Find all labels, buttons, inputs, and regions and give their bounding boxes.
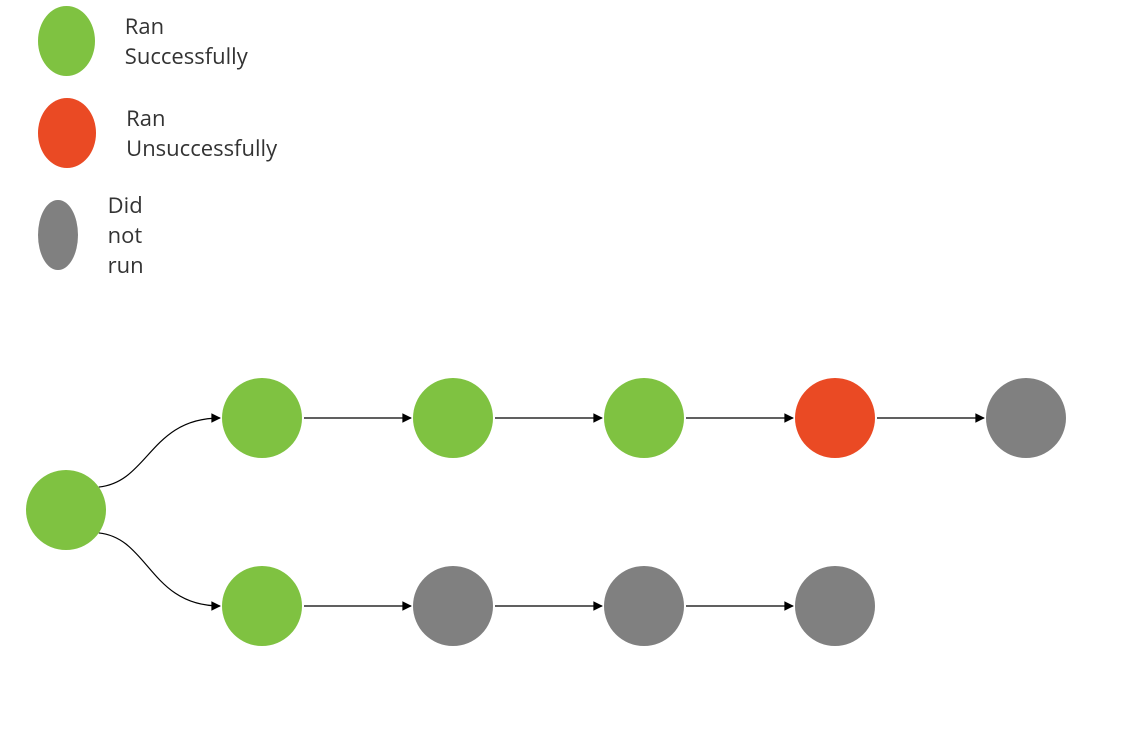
node-t1 — [222, 378, 302, 458]
node-t3 — [604, 378, 684, 458]
node-b3 — [604, 566, 684, 646]
node-t4 — [795, 378, 875, 458]
node-t2 — [413, 378, 493, 458]
node-b1 — [222, 566, 302, 646]
edge-root-t1 — [99, 418, 220, 487]
node-b4 — [795, 566, 875, 646]
edge-root-b1 — [99, 533, 220, 606]
flow-diagram — [0, 0, 1144, 749]
node-root — [26, 470, 106, 550]
node-t5 — [986, 378, 1066, 458]
node-b2 — [413, 566, 493, 646]
